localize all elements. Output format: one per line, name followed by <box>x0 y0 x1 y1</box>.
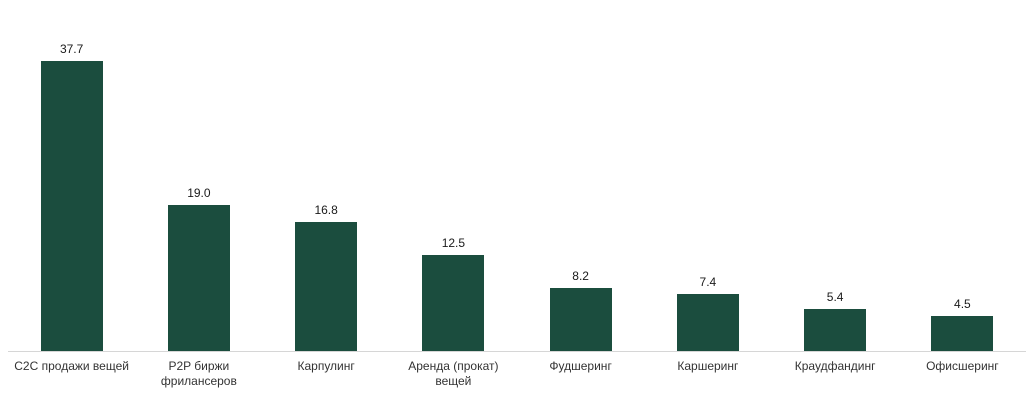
bar-value-label: 12.5 <box>441 235 466 250</box>
bar <box>295 221 358 351</box>
bar <box>676 293 739 351</box>
category-label: P2P биржи фрилансеров <box>160 358 237 389</box>
category-cell: Каршеринг <box>644 359 771 375</box>
bar-value-label: 7.4 <box>699 274 717 289</box>
bar-group: 5.4 <box>772 0 899 351</box>
bar <box>804 308 867 351</box>
category-label: Каршеринг <box>677 358 739 373</box>
bar-group: 16.8 <box>263 0 390 351</box>
category-label: Карпулинг <box>297 358 355 373</box>
category-label: Краудфандинг <box>794 358 876 373</box>
bar-group: 4.5 <box>899 0 1026 351</box>
category-cell: Офисшеринг <box>899 359 1026 375</box>
category-cell: Фудшеринг <box>517 359 644 375</box>
category-cell: Краудфандинг <box>772 359 899 375</box>
bar-value-label: 8.2 <box>572 268 589 283</box>
bar-value-label: 4.5 <box>954 296 971 311</box>
labels-row: C2C продажи вещей P2P биржи фрилансеров Ка… <box>8 352 1026 400</box>
category-cell: P2P биржи фрилансеров <box>135 359 262 390</box>
bar <box>167 204 230 351</box>
bar-value-label: 37.7 <box>59 41 84 56</box>
category-label: Аренда (прокат) вещей <box>408 358 499 389</box>
bar-value-label: 16.8 <box>314 202 338 217</box>
bar-group: 19.0 <box>135 0 262 351</box>
category-label: C2C продажи вещей <box>14 358 129 373</box>
bar <box>422 254 485 351</box>
category-label: Фудшеринг <box>549 358 612 373</box>
bar-group: 37.7 <box>8 0 135 351</box>
category-cell: C2C продажи вещей <box>8 359 135 375</box>
bar-group: 7.4 <box>644 0 771 351</box>
category-label: Офисшеринг <box>926 358 999 373</box>
bars-row: 37.7 19.0 16.8 12.5 8.2 7.4 5.4 4.5 <box>8 0 1026 352</box>
category-cell: Аренда (прокат) вещей <box>390 359 517 390</box>
bar <box>549 287 612 351</box>
bar <box>931 315 994 351</box>
bar-value-label: 19.0 <box>187 185 211 200</box>
bar-value-label: 5.4 <box>826 289 844 304</box>
bar-group: 12.5 <box>390 0 517 351</box>
category-cell: Карпулинг <box>263 359 390 375</box>
bar <box>40 60 103 351</box>
bar-group: 8.2 <box>517 0 644 351</box>
